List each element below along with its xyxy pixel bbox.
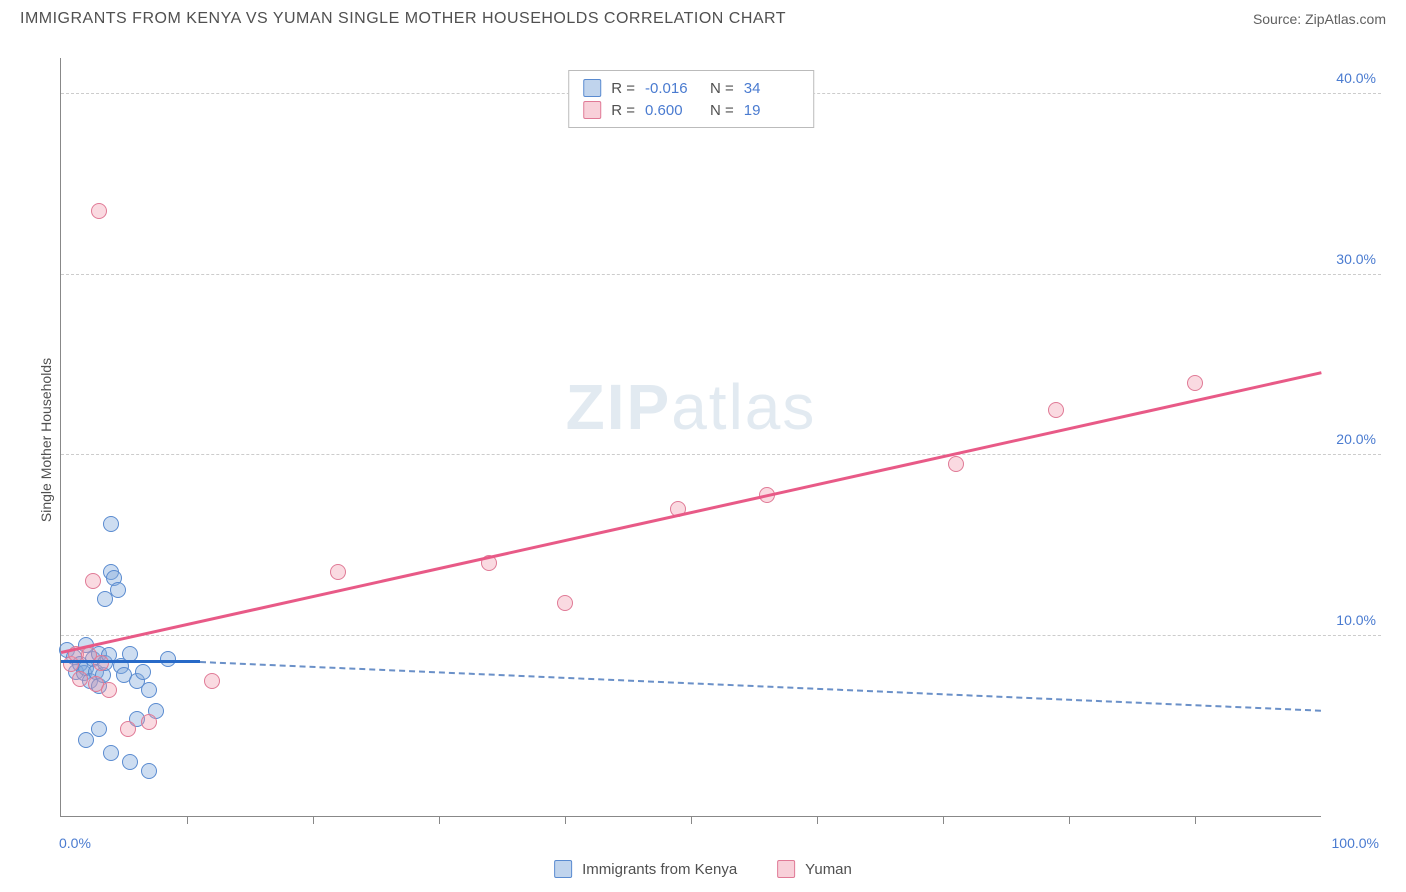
gridline — [61, 635, 1381, 636]
legend-item: Yuman — [777, 860, 852, 878]
x-tick — [691, 816, 692, 824]
gridline — [61, 274, 1381, 275]
n-value: 19 — [744, 102, 799, 119]
data-point — [135, 664, 151, 680]
n-label: N = — [710, 102, 734, 119]
chart-title: IMMIGRANTS FROM KENYA VS YUMAN SINGLE MO… — [20, 10, 786, 28]
data-point — [91, 203, 107, 219]
x-tick — [1069, 816, 1070, 824]
legend-row: R = 0.600 N = 19 — [583, 99, 799, 121]
trend-line — [61, 660, 200, 663]
x-tick-label: 0.0% — [59, 835, 91, 851]
y-tick-label: 40.0% — [1336, 70, 1376, 86]
data-point — [141, 714, 157, 730]
series-legend: Immigrants from Kenya Yuman — [554, 860, 852, 878]
data-point — [103, 516, 119, 532]
x-tick — [1195, 816, 1196, 824]
chart-container: Single Mother Households ZIPatlas R =-0.… — [50, 48, 1381, 832]
trend-line — [61, 371, 1322, 653]
plot-area: ZIPatlas R =-0.016N =34R =0.600N =19 10.… — [60, 58, 1321, 817]
gridline — [61, 454, 1381, 455]
x-tick — [565, 816, 566, 824]
data-point — [91, 721, 107, 737]
x-tick — [439, 816, 440, 824]
data-point — [120, 721, 136, 737]
data-point — [948, 456, 964, 472]
y-axis-label: Single Mother Households — [38, 358, 54, 522]
r-value: -0.016 — [645, 80, 700, 97]
data-point — [141, 682, 157, 698]
x-tick-label: 100.0% — [1332, 835, 1379, 851]
legend-row: R = -0.016 N = 34 — [583, 77, 799, 99]
data-point — [101, 682, 117, 698]
x-tick — [943, 816, 944, 824]
correlation-legend: R = -0.016 N = 34 R = 0.600 N = 19 — [568, 70, 814, 128]
n-value: 34 — [744, 80, 799, 97]
data-point — [330, 564, 346, 580]
legend-swatch — [777, 860, 795, 878]
y-tick-label: 10.0% — [1336, 612, 1376, 628]
x-tick — [817, 816, 818, 824]
trend-line — [200, 661, 1321, 712]
y-tick-label: 20.0% — [1336, 431, 1376, 447]
y-tick-label: 30.0% — [1336, 251, 1376, 267]
data-point — [110, 582, 126, 598]
data-point — [557, 595, 573, 611]
legend-item: Immigrants from Kenya — [554, 860, 737, 878]
legend-label: Immigrants from Kenya — [582, 861, 737, 878]
data-point — [103, 745, 119, 761]
data-point — [204, 673, 220, 689]
data-point — [141, 763, 157, 779]
r-label: R = — [611, 102, 635, 119]
r-label: R = — [611, 80, 635, 97]
x-tick — [313, 816, 314, 824]
data-point — [93, 655, 109, 671]
r-value: 0.600 — [645, 102, 700, 119]
legend-swatch — [583, 101, 601, 119]
data-point — [1187, 375, 1203, 391]
data-point — [72, 671, 88, 687]
x-tick — [187, 816, 188, 824]
data-point — [85, 573, 101, 589]
n-label: N = — [710, 80, 734, 97]
source-label: Source: ZipAtlas.com — [1253, 11, 1386, 27]
legend-label: Yuman — [805, 861, 852, 878]
data-point — [1048, 402, 1064, 418]
watermark: ZIPatlas — [566, 370, 817, 444]
data-point — [122, 754, 138, 770]
legend-swatch — [583, 79, 601, 97]
legend-swatch — [554, 860, 572, 878]
